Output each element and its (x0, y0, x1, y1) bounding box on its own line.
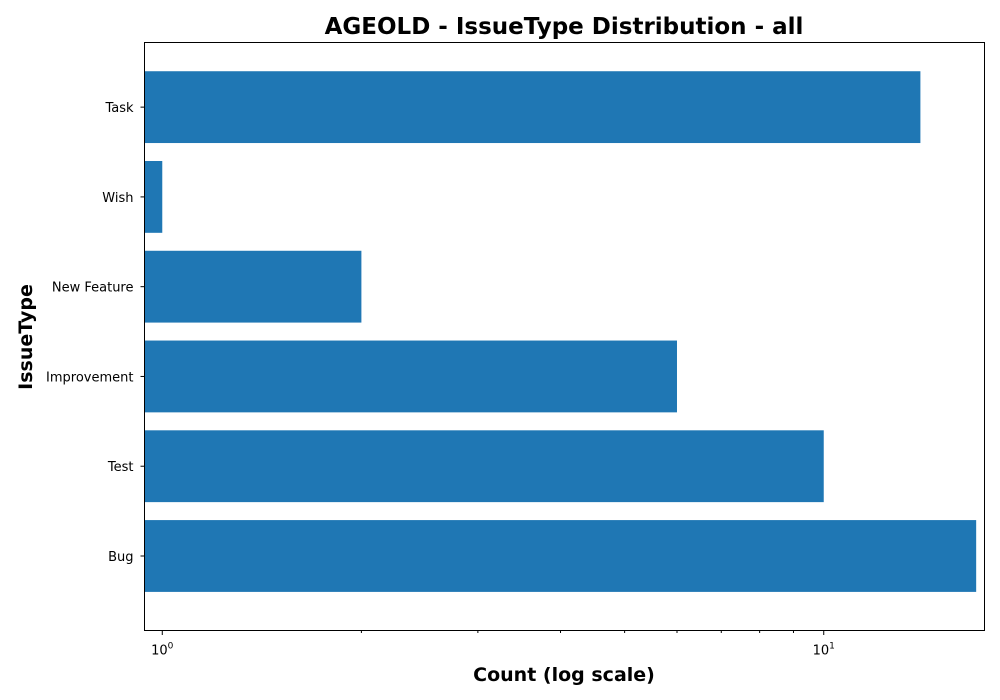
x-tick-label: 100 (151, 642, 174, 659)
y-tick-label: Improvement (46, 370, 133, 385)
x-tick-label-exponent: 0 (168, 642, 174, 652)
bar-task (144, 71, 921, 144)
x-axis-label: Count (log scale) (473, 664, 655, 686)
x-axis-ticks: 100 101 (151, 630, 835, 659)
x-tick-label-base: 10 (813, 644, 830, 659)
x-tick-label-base: 10 (151, 644, 168, 659)
y-tick-label: Bug (108, 550, 133, 565)
bar-bug (144, 520, 977, 592)
plot-frame (144, 42, 985, 631)
bars-layer (144, 71, 977, 592)
y-tick-label: Task (104, 101, 134, 116)
bar-improvement (144, 340, 677, 413)
x-tick-label: 101 (813, 642, 835, 659)
y-axis-label: IssueType (15, 284, 37, 390)
bar-wish (144, 160, 163, 233)
y-tick-label: Test (107, 460, 134, 475)
bar-test (144, 430, 824, 503)
y-tick-label: Wish (102, 191, 133, 206)
y-tick-label: New Feature (52, 281, 134, 296)
y-axis-ticks: Task Wish New Feature Improvement Test Bug (46, 101, 145, 565)
x-tick-label-exponent: 1 (829, 642, 835, 652)
bar-new-feature (144, 250, 362, 323)
chart-title: AGEOLD - IssueType Distribution - all (325, 14, 804, 40)
